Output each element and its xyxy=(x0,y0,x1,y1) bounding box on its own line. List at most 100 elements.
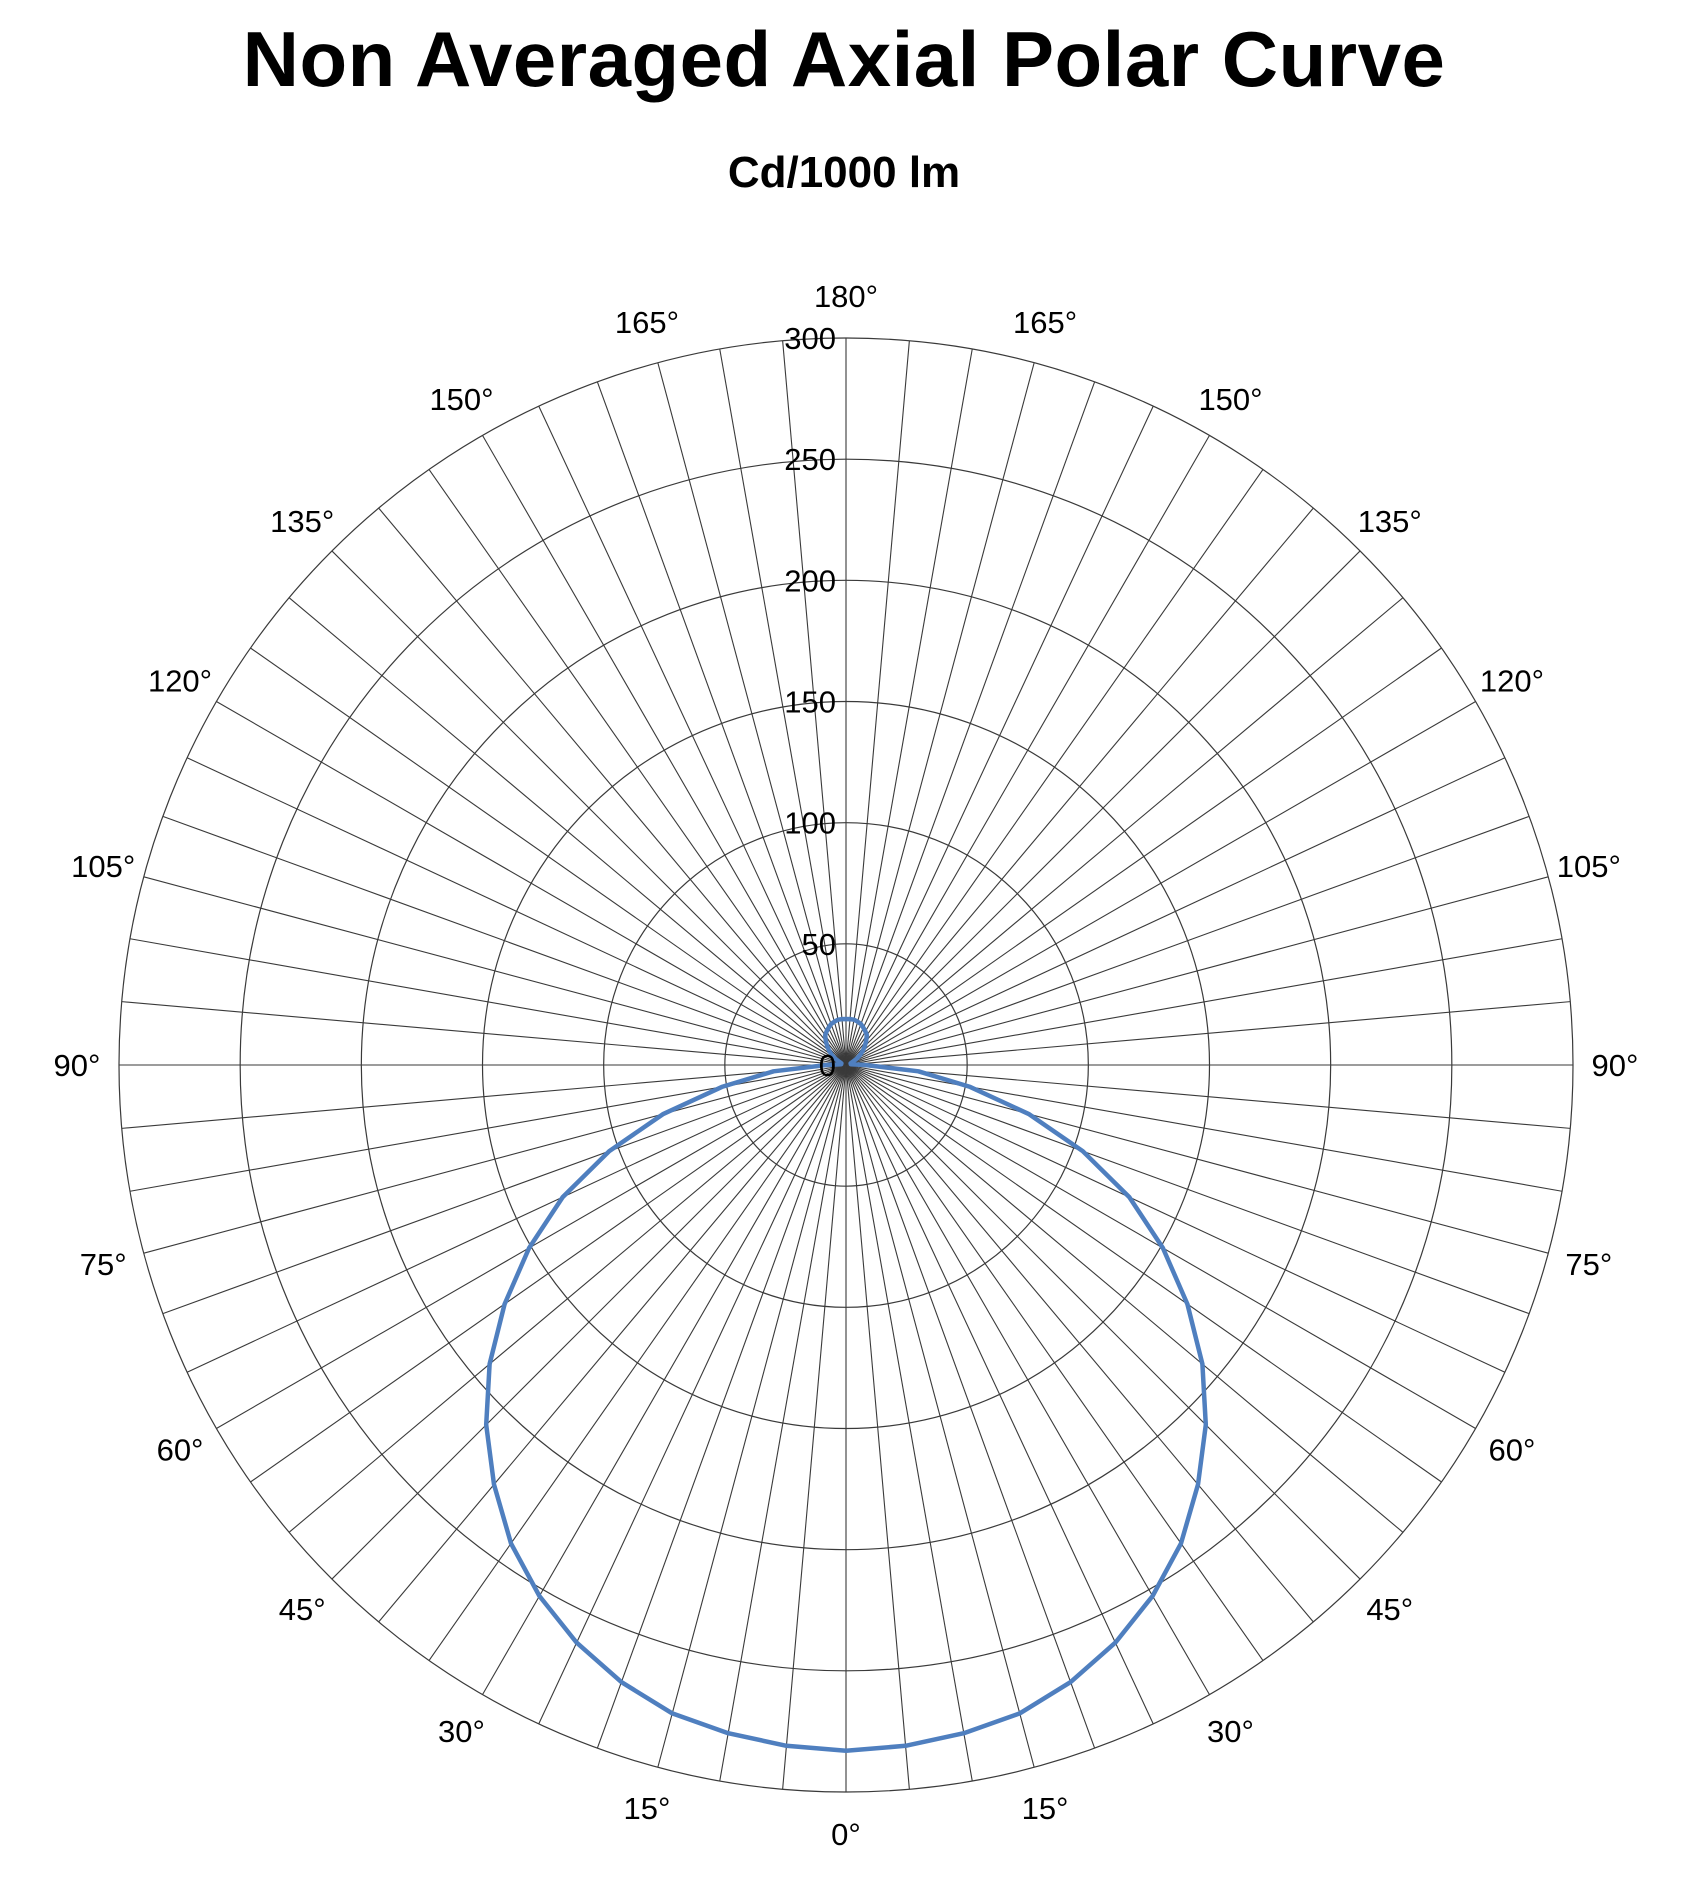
radial-tick-label: 250 xyxy=(784,442,836,477)
grid-spoke xyxy=(845,348,973,1066)
grid-spoke xyxy=(845,757,1506,1066)
grid-spoke xyxy=(288,1064,847,1533)
grid-spoke xyxy=(845,469,1264,1066)
grid-spoke xyxy=(538,405,847,1066)
grid-spoke xyxy=(845,1064,1210,1695)
grid-spoke xyxy=(428,469,847,1066)
angle-tick-label: 75° xyxy=(80,1247,127,1282)
radial-tick-label: 100 xyxy=(784,806,836,841)
radial-tick-label: 50 xyxy=(802,927,836,962)
grid-spoke xyxy=(596,1064,847,1749)
angle-tick-label: 30° xyxy=(438,1714,485,1749)
grid-spoke xyxy=(162,815,847,1066)
angle-tick-label: 45° xyxy=(1366,1592,1413,1627)
chart-subtitle: Cd/1000 lm xyxy=(727,148,961,197)
chart-title: Non Averaged Axial Polar Curve xyxy=(242,15,1446,103)
angle-tick-label: 45° xyxy=(279,1592,326,1627)
angle-tick-label: 105° xyxy=(71,849,135,884)
grid-spoke xyxy=(845,1064,1404,1533)
grid-spoke xyxy=(845,405,1154,1066)
angle-tick-label: 90° xyxy=(54,1048,101,1083)
grid-spoke xyxy=(143,1064,847,1254)
radial-tick-label: 150 xyxy=(784,685,836,720)
grid-spoke xyxy=(845,1064,1314,1623)
grid-spoke xyxy=(845,362,1035,1066)
grid-spoke xyxy=(143,876,847,1066)
grid-spoke xyxy=(719,348,847,1066)
grid-spoke xyxy=(845,1064,910,1790)
grid-spoke xyxy=(482,1064,847,1695)
grid-spoke xyxy=(719,1064,847,1782)
grid-spoke xyxy=(378,1064,847,1623)
grid-spoke xyxy=(845,1064,1361,1580)
angle-tick-label: 30° xyxy=(1207,1714,1254,1749)
angle-tick-label: 0° xyxy=(831,1817,861,1852)
grid-spoke xyxy=(845,1064,1154,1725)
grid-spoke xyxy=(216,701,847,1066)
grid-spoke xyxy=(845,1064,1549,1254)
angle-tick-label: 15° xyxy=(624,1791,671,1826)
angle-tick-label: 180° xyxy=(814,279,878,314)
grid-spoke xyxy=(845,1064,1571,1129)
grid-spoke xyxy=(845,1064,1035,1768)
radial-tick-label: 200 xyxy=(784,563,836,598)
grid-spoke xyxy=(845,1064,1506,1373)
label-layer: 0 50 100 150 200 250 300 165° 165° 150° 150° 135° 13… xyxy=(54,279,1639,1852)
grid-spoke xyxy=(845,876,1549,1066)
grid-spoke xyxy=(782,340,847,1066)
grid-spoke xyxy=(250,1064,847,1483)
grid-spoke xyxy=(129,938,847,1066)
grid-spoke xyxy=(845,597,1404,1066)
grid-spoke xyxy=(845,938,1563,1066)
radial-tick-label: 0 xyxy=(819,1048,836,1083)
grid-spoke xyxy=(538,1064,847,1725)
grid-spoke xyxy=(845,1001,1571,1066)
angle-tick-label: 60° xyxy=(1489,1433,1536,1468)
grid-spoke xyxy=(845,1064,1530,1315)
angle-tick-label: 120° xyxy=(148,664,212,699)
radial-tick-label: 300 xyxy=(784,321,836,356)
grid-spoke xyxy=(482,435,847,1066)
grid-spoke xyxy=(657,362,847,1066)
angle-tick-label: 75° xyxy=(1565,1247,1612,1282)
grid-layer xyxy=(118,337,1574,1793)
grid-spoke xyxy=(186,757,847,1066)
grid-spoke xyxy=(378,507,847,1066)
grid-spoke xyxy=(657,1064,847,1768)
grid-spoke xyxy=(845,1064,973,1782)
series-layer xyxy=(483,1016,1209,1754)
series-curve xyxy=(483,1016,1209,1754)
grid-spoke xyxy=(845,507,1314,1066)
angle-tick-label: 135° xyxy=(270,504,334,539)
grid-spoke xyxy=(121,1064,847,1129)
angle-tick-label: 150° xyxy=(429,382,493,417)
angle-tick-label: 150° xyxy=(1198,382,1262,417)
grid-spoke xyxy=(845,1064,1442,1483)
grid-spoke xyxy=(121,1001,847,1066)
grid-spoke xyxy=(845,701,1476,1066)
grid-spoke xyxy=(428,1064,847,1661)
grid-spoke xyxy=(288,597,847,1066)
grid-spoke xyxy=(845,815,1530,1066)
angle-tick-label: 105° xyxy=(1557,849,1621,884)
angle-tick-label: 165° xyxy=(1013,305,1077,340)
grid-spoke xyxy=(845,435,1210,1066)
grid-spoke xyxy=(845,1064,1264,1661)
grid-spoke xyxy=(162,1064,847,1315)
grid-spoke xyxy=(186,1064,847,1373)
angle-tick-label: 165° xyxy=(615,305,679,340)
angle-tick-label: 15° xyxy=(1022,1791,1069,1826)
grid-spoke xyxy=(845,1064,1096,1749)
grid-spoke xyxy=(845,550,1361,1066)
angle-tick-label: 90° xyxy=(1592,1048,1639,1083)
grid-spoke xyxy=(845,647,1442,1066)
grid-spoke xyxy=(596,381,847,1066)
angle-tick-label: 120° xyxy=(1480,664,1544,699)
grid-spoke xyxy=(331,1064,847,1580)
angle-tick-label: 135° xyxy=(1358,504,1422,539)
angle-tick-label: 60° xyxy=(157,1433,204,1468)
grid-spoke xyxy=(331,550,847,1066)
grid-spoke xyxy=(782,1064,847,1790)
grid-spoke xyxy=(845,381,1096,1066)
